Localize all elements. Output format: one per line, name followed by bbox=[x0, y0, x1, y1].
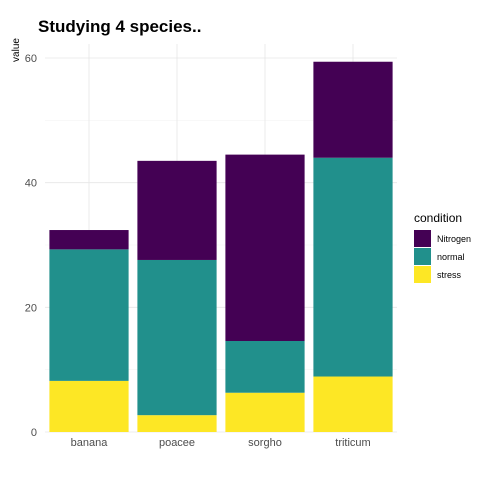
legend-swatch-stress bbox=[414, 266, 431, 283]
bar-triticum-normal bbox=[313, 157, 393, 377]
x-tick-label: poacee bbox=[159, 437, 195, 449]
bar-poacee-nitrogen bbox=[137, 160, 217, 260]
legend-swatch-normal bbox=[414, 248, 431, 265]
y-tick-label: 40 bbox=[25, 178, 37, 190]
x-axis-ticks: banana poacee sorgho triticum bbox=[71, 437, 371, 449]
bar-poacee-stress bbox=[137, 415, 217, 432]
y-axis-title: value bbox=[11, 38, 22, 62]
bar-sorgho-stress bbox=[225, 392, 305, 432]
legend-label-normal: normal bbox=[437, 252, 465, 262]
legend-label-stress: stress bbox=[437, 270, 462, 280]
bar-triticum-stress bbox=[313, 376, 393, 432]
bar-sorgho-nitrogen bbox=[225, 154, 305, 341]
chart-title: Studying 4 species.. bbox=[38, 17, 201, 36]
legend-swatch-nitrogen bbox=[414, 230, 431, 247]
bar-banana-stress bbox=[49, 380, 129, 432]
y-tick-label: 0 bbox=[31, 427, 37, 439]
y-tick-label: 60 bbox=[25, 53, 37, 65]
bar-poacee-normal bbox=[137, 259, 217, 416]
bar-triticum-nitrogen bbox=[313, 61, 393, 158]
y-tick-label: 20 bbox=[25, 302, 37, 314]
legend-title: condition bbox=[414, 211, 462, 225]
bar-banana-nitrogen bbox=[49, 230, 129, 250]
bar-sorgho-normal bbox=[225, 340, 305, 393]
x-tick-label: banana bbox=[71, 437, 109, 449]
legend-label-nitrogen: Nitrogen bbox=[437, 234, 471, 244]
y-axis-ticks: 0 20 40 60 bbox=[25, 53, 37, 439]
bars bbox=[49, 61, 393, 432]
x-tick-label: triticum bbox=[335, 437, 370, 449]
bar-banana-normal bbox=[49, 249, 129, 381]
x-tick-label: sorgho bbox=[248, 437, 282, 449]
legend: condition Nitrogen normal stress bbox=[414, 211, 471, 283]
